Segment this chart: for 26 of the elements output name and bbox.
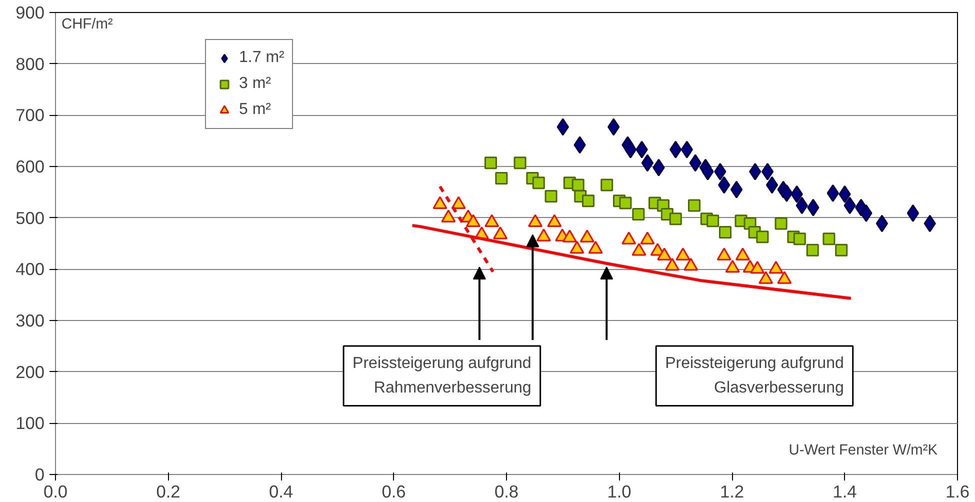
- x-tick-label: 0.0: [43, 482, 68, 502]
- x-tick-label: 1.2: [720, 482, 744, 502]
- y-tick-label: 900: [16, 2, 45, 22]
- y-tick-label: 100: [16, 413, 45, 434]
- y-tick-label: 200: [16, 362, 45, 382]
- x-tick-label: 1.0: [607, 482, 632, 502]
- annotation: Preissteigerung aufgrund Rahmenverbesserung: [352, 355, 532, 397]
- x-tick-label: 0.6: [382, 482, 406, 502]
- annotation: Preissteigerung aufgrund Glasverbesserung: [665, 355, 844, 397]
- legend-label: 3 m²: [239, 75, 271, 93]
- y-tick-label: 700: [16, 105, 45, 126]
- x-tick-label: 1.4: [832, 482, 858, 502]
- y-tick-label: 400: [16, 259, 45, 280]
- x-tick-label: 0.8: [494, 482, 519, 502]
- legend-label: 1.7 m²: [239, 49, 284, 67]
- y-tick-label: 300: [16, 310, 45, 330]
- y-axis-title: CHF/m²: [62, 16, 113, 32]
- y-tick-label: 500: [16, 208, 45, 228]
- legend-label: 5 m²: [239, 101, 271, 119]
- x-tick-label: 0.2: [156, 482, 180, 502]
- x-axis-title: U-Wert Fenster W/m²K: [788, 442, 938, 458]
- x-tick-label: 1.6: [945, 482, 970, 502]
- y-tick-label: 0: [34, 464, 45, 484]
- x-tick-label: 0.4: [268, 482, 294, 502]
- y-tick-label: 600: [16, 156, 45, 176]
- y-tick-label: 800: [16, 54, 45, 74]
